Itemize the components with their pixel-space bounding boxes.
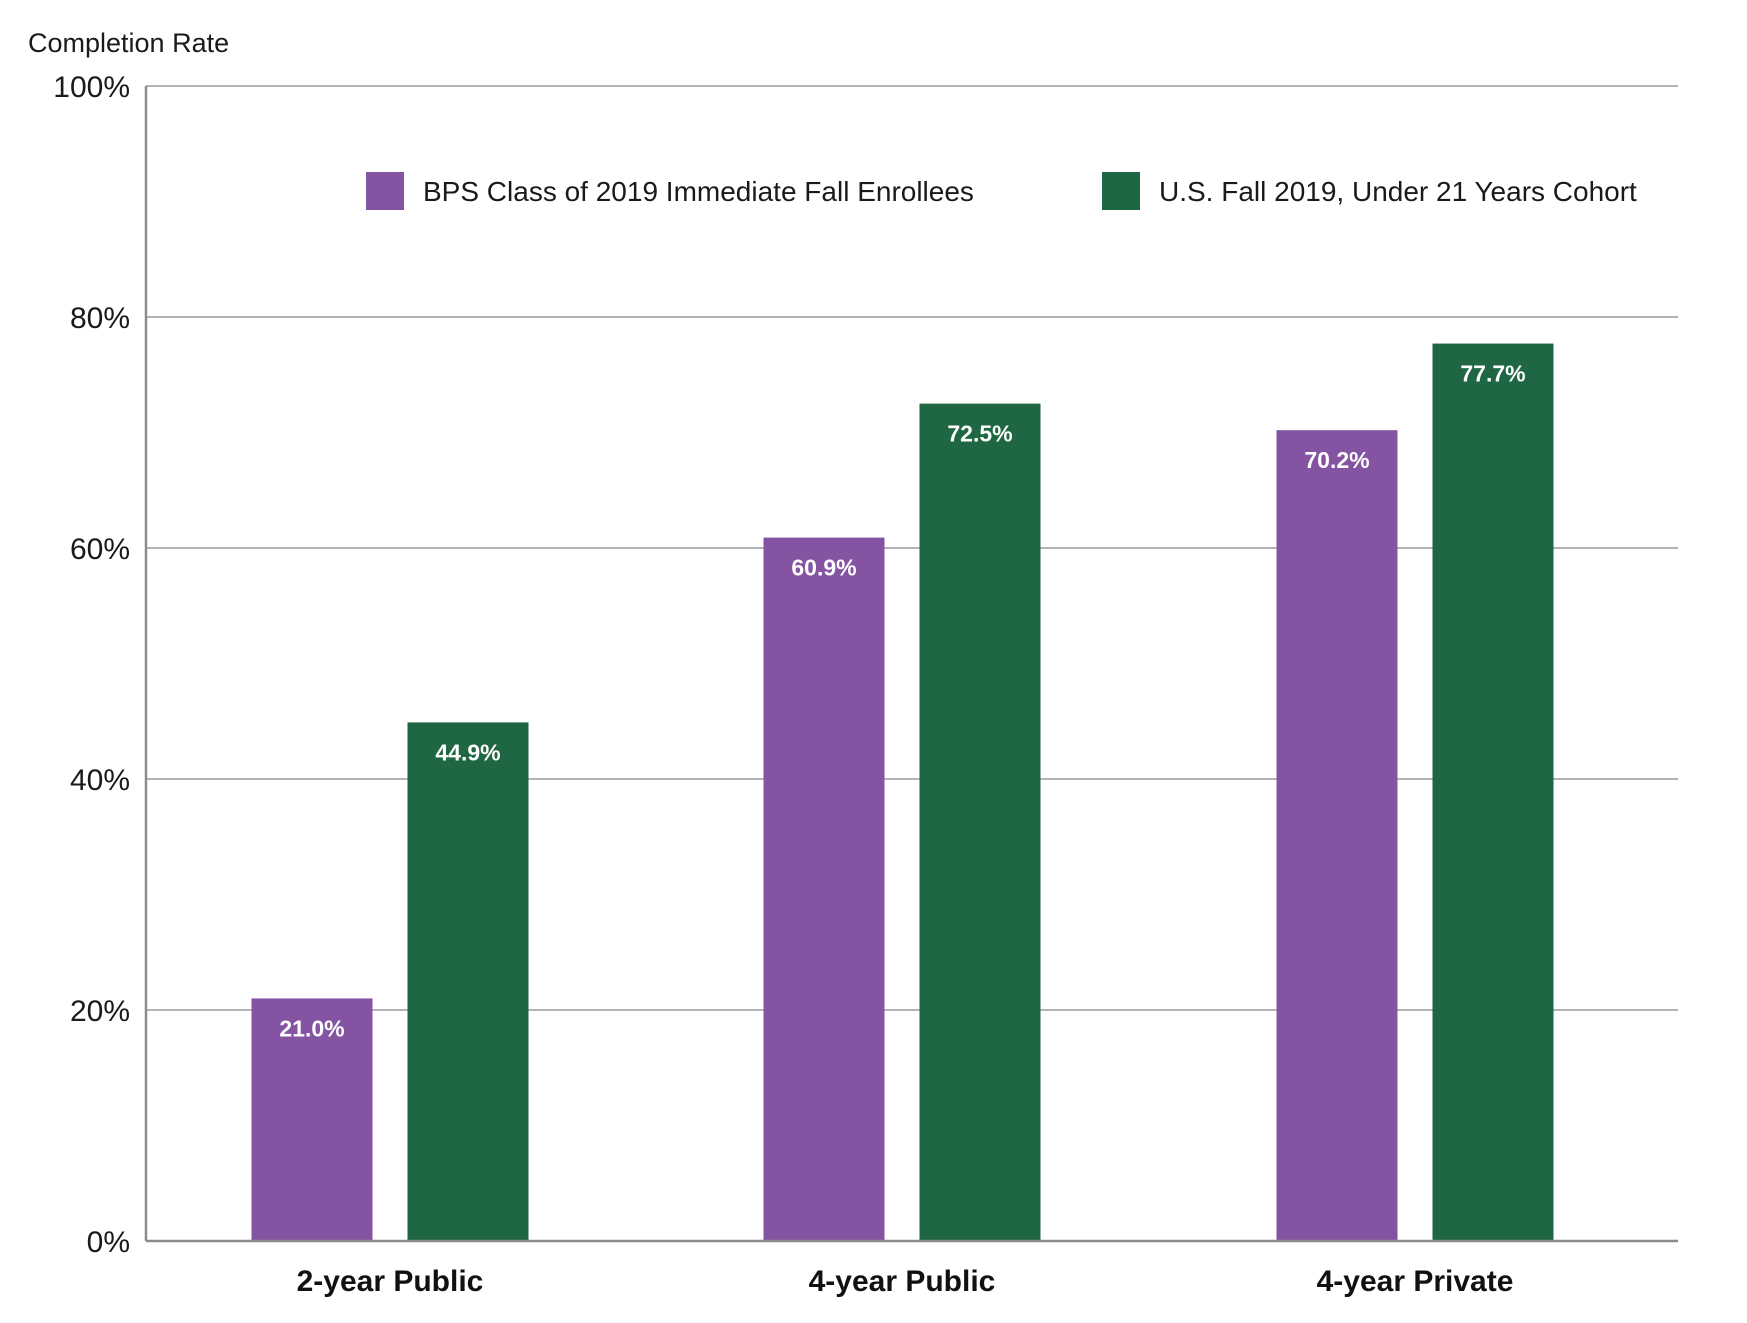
- bar-value-label: 60.9%: [791, 555, 856, 581]
- x-category-label: 4-year Private: [1317, 1265, 1514, 1298]
- x-category-label: 4-year Public: [809, 1265, 996, 1298]
- legend: BPS Class of 2019 Immediate Fall Enrolle…: [366, 172, 1637, 210]
- bar: [1276, 430, 1398, 1241]
- y-tick-label: 0%: [87, 1226, 130, 1259]
- x-axis-categories: 2-year Public 4-year Public 4-year Private: [297, 1265, 1514, 1298]
- bar-value-label: 21.0%: [279, 1015, 344, 1041]
- y-tick-label: 60%: [70, 533, 130, 566]
- bar-value-label: 77.7%: [1460, 361, 1525, 387]
- bar: [251, 998, 373, 1241]
- y-tick-label: 100%: [53, 71, 130, 104]
- bar-value-label: 70.2%: [1304, 447, 1369, 473]
- legend-label: U.S. Fall 2019, Under 21 Years Cohort: [1159, 176, 1637, 207]
- bars: [251, 343, 1554, 1241]
- legend-swatch: [1102, 172, 1140, 210]
- y-axis-title: Completion Rate: [28, 28, 229, 58]
- bar: [407, 722, 529, 1241]
- legend-swatch: [366, 172, 404, 210]
- bar-value-labels: 21.0% 44.9% 60.9% 72.5% 70.2% 77.7%: [279, 361, 1525, 1042]
- bar: [1432, 343, 1554, 1241]
- y-tick-label: 20%: [70, 995, 130, 1028]
- y-axis-ticks: 0% 20% 40% 60% 80% 100%: [53, 71, 130, 1259]
- x-category-label: 2-year Public: [297, 1265, 484, 1298]
- legend-label: BPS Class of 2019 Immediate Fall Enrolle…: [423, 176, 974, 207]
- bar: [919, 403, 1041, 1241]
- bar: [763, 537, 885, 1241]
- y-tick-label: 80%: [70, 302, 130, 335]
- y-tick-label: 40%: [70, 764, 130, 797]
- bar-value-label: 72.5%: [947, 421, 1012, 447]
- bar-value-label: 44.9%: [435, 739, 500, 765]
- gridlines: [146, 85, 1678, 1011]
